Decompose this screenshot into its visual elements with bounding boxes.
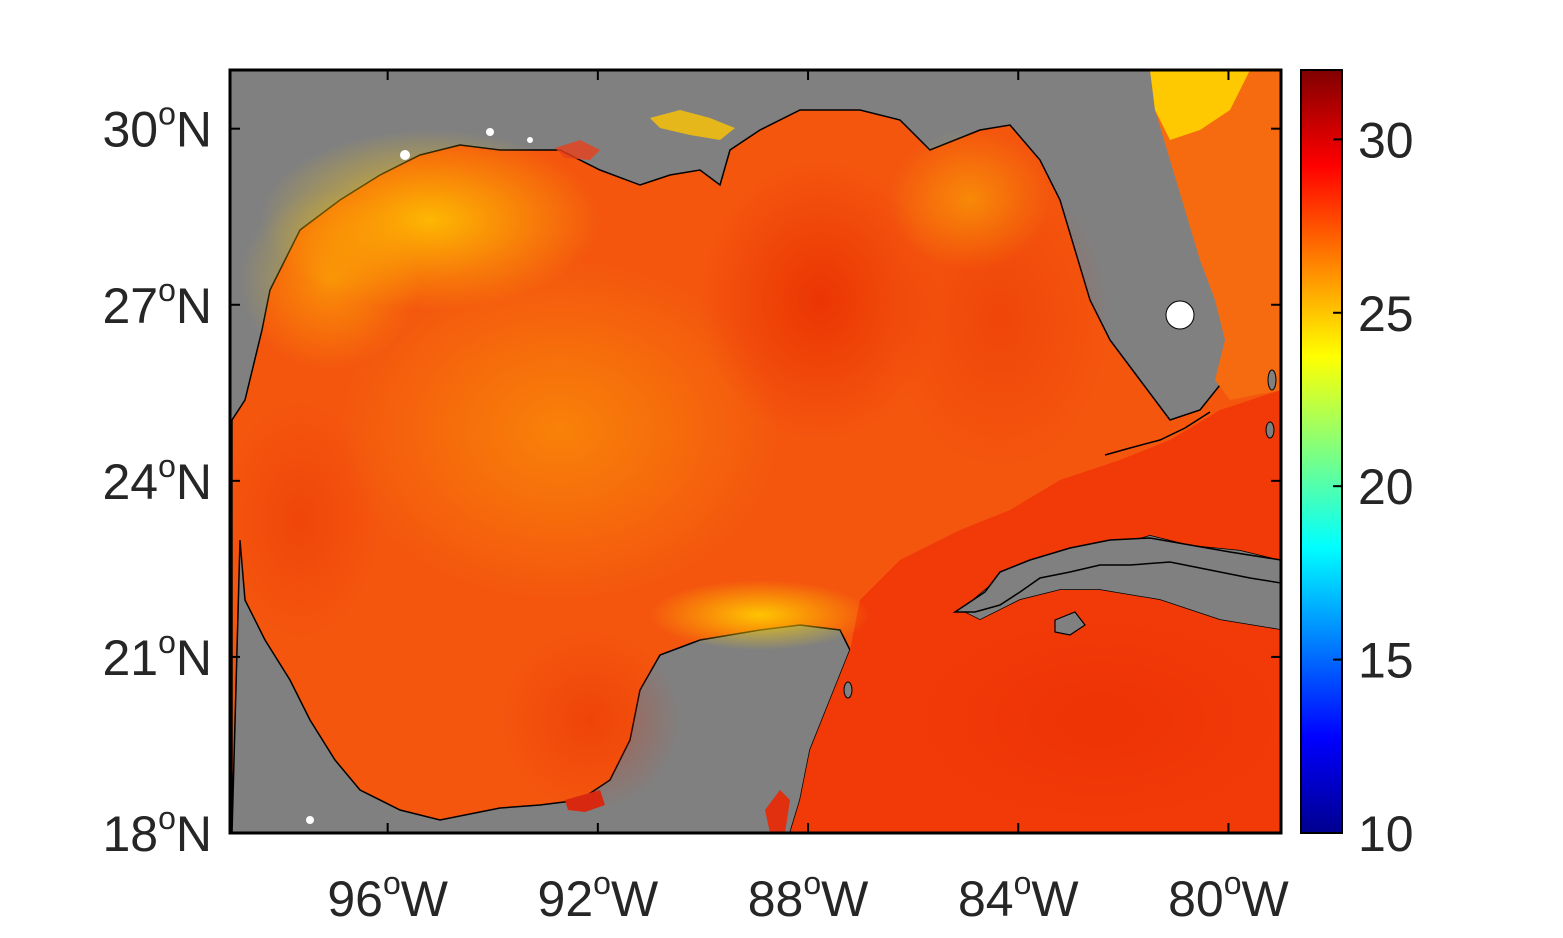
colorbar-tick-label: 20 (1358, 459, 1414, 515)
lat-tick-label: 30oN (102, 96, 212, 158)
cool-florida-shelf (890, 130, 1050, 270)
warm-caribbean (900, 610, 1281, 830)
cool-yucatan-upwelling (650, 580, 870, 650)
colorbar-tick-label: 15 (1358, 633, 1414, 689)
map-frame (228, 68, 1283, 835)
lat-tick-label: 27oN (102, 272, 212, 334)
lon-tick-label: 84oW (958, 865, 1079, 927)
latitude-ticks: 30oN 27oN 24oN 21oN 18oN (102, 96, 1281, 862)
warm-core-center (700, 160, 940, 440)
cuba-land (952, 537, 1281, 613)
coastal-marsh-3 (527, 137, 533, 143)
coastal-marsh-1 (400, 150, 410, 160)
colorbar-ticks: 30 25 20 15 10 (1333, 112, 1414, 862)
coastal-marsh-2 (486, 128, 494, 136)
lat-tick-label: 21oN (102, 624, 212, 686)
cool-central-band (340, 260, 780, 600)
isla-juventud (1054, 611, 1086, 636)
mobile-bay-cool (650, 110, 735, 140)
colorbar-tick-label: 30 (1358, 112, 1414, 168)
atlantic-water (1150, 70, 1281, 400)
bahamas-island-2 (1265, 421, 1275, 439)
colorbar-tick-label: 10 (1358, 806, 1414, 862)
cozumel-island (843, 681, 853, 699)
campeche-lagoon (565, 790, 605, 812)
bahamas-island-1 (1267, 369, 1277, 391)
lon-tick-label: 88oW (748, 865, 869, 927)
colorbar (1300, 69, 1343, 834)
belize-coast (765, 790, 790, 833)
florida-keys (1104, 411, 1211, 456)
lon-tick-label: 96oW (327, 865, 448, 927)
lat-tick-label: 24oN (102, 448, 212, 510)
lon-tick-label: 92oW (538, 865, 659, 927)
coastal-marsh-4 (306, 816, 314, 824)
cool-nw-shelf-2 (240, 190, 420, 370)
atlantic-cool-patch (1150, 70, 1250, 140)
texas-bays (555, 140, 600, 160)
warm-campeche (500, 630, 680, 810)
lon-tick-label: 80oW (1168, 865, 1289, 927)
longitude-ticks: 96oW 92oW 88oW 84oW 80oW (327, 70, 1290, 927)
colorbar-tick-label: 25 (1358, 286, 1414, 342)
lake-okeechobee (1165, 300, 1195, 330)
map-panel (230, 70, 1281, 833)
lat-tick-label: 18oN (102, 800, 212, 862)
warm-west (230, 400, 380, 640)
